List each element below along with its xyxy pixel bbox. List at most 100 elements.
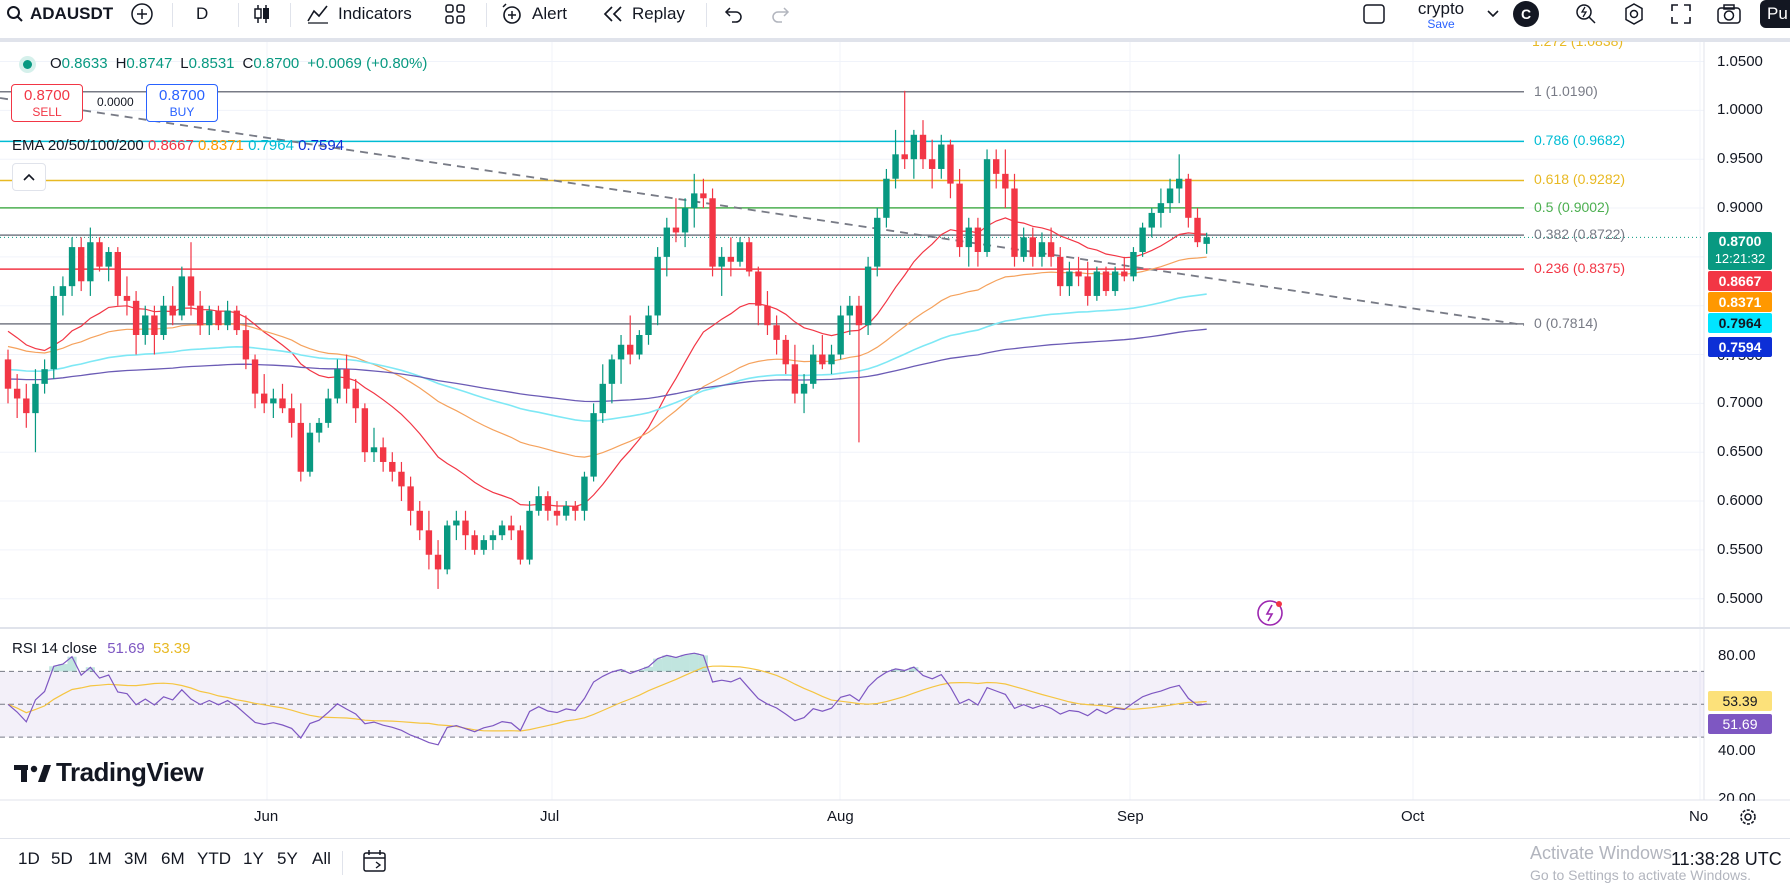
candle[interactable]: [1139, 222, 1146, 257]
candle[interactable]: [663, 217, 670, 277]
candle[interactable]: [206, 305, 213, 335]
candle[interactable]: [315, 418, 323, 443]
candle[interactable]: [105, 247, 112, 282]
candle[interactable]: [334, 359, 341, 404]
redo-button[interactable]: [770, 0, 792, 28]
candle[interactable]: [270, 388, 277, 419]
candle[interactable]: [68, 237, 76, 296]
candle[interactable]: [169, 286, 176, 326]
interval-button[interactable]: D: [196, 0, 208, 28]
candle[interactable]: [1084, 261, 1091, 306]
candle[interactable]: [636, 330, 643, 360]
candle[interactable]: [160, 295, 167, 340]
candle[interactable]: [407, 476, 414, 526]
candle[interactable]: [928, 139, 936, 189]
candle[interactable]: [947, 139, 954, 199]
candle[interactable]: [764, 291, 771, 335]
candle[interactable]: [590, 403, 597, 482]
range-button-5y[interactable]: 5Y: [277, 849, 298, 868]
candle[interactable]: [151, 305, 158, 355]
candle[interactable]: [581, 471, 588, 521]
settings-button[interactable]: [1622, 0, 1646, 28]
buy-button[interactable]: 0.8700 BUY: [146, 84, 218, 122]
candle[interactable]: [471, 530, 478, 555]
candle[interactable]: [736, 237, 744, 267]
candle[interactable]: [187, 242, 195, 316]
candle[interactable]: [855, 295, 863, 443]
candle[interactable]: [398, 461, 405, 502]
candle[interactable]: [23, 383, 30, 428]
candle[interactable]: [672, 198, 680, 243]
candle[interactable]: [389, 452, 396, 482]
alert-lightning-button[interactable]: [1257, 598, 1285, 626]
axis-settings-button[interactable]: [1738, 807, 1758, 832]
candle[interactable]: [562, 501, 570, 521]
candle[interactable]: [910, 129, 918, 179]
range-button-1y[interactable]: 1Y: [243, 849, 264, 868]
layout-dropdown-button[interactable]: [1486, 0, 1500, 28]
candle[interactable]: [1166, 178, 1174, 213]
candle[interactable]: [1148, 208, 1155, 238]
candle[interactable]: [251, 354, 259, 409]
candle[interactable]: [819, 335, 826, 370]
candle[interactable]: [288, 393, 295, 438]
rsi-ma-line[interactable]: [7, 665, 1207, 732]
candle[interactable]: [800, 374, 808, 414]
quick-search-button[interactable]: [1574, 0, 1598, 28]
candle[interactable]: [32, 369, 39, 453]
replay-button[interactable]: Replay: [602, 0, 685, 28]
candle[interactable]: [261, 374, 268, 414]
layouts-button[interactable]: [444, 0, 466, 28]
candle[interactable]: [178, 266, 186, 321]
range-button-3m[interactable]: 3M: [124, 849, 148, 868]
tradingview-logo[interactable]: TradingView: [14, 757, 204, 788]
candle[interactable]: [13, 374, 21, 419]
candle[interactable]: [608, 354, 616, 404]
collapse-legend-button[interactable]: [12, 163, 46, 191]
candle[interactable]: [215, 305, 222, 331]
range-button-5d[interactable]: 5D: [51, 849, 73, 868]
candle[interactable]: [517, 525, 524, 565]
candle[interactable]: [782, 335, 789, 375]
indicators-button[interactable]: Indicators: [306, 0, 412, 28]
candle[interactable]: [1038, 232, 1046, 267]
candle[interactable]: [242, 315, 250, 370]
candle[interactable]: [498, 520, 506, 541]
candle[interactable]: [919, 120, 927, 169]
candle[interactable]: [691, 173, 698, 228]
candle[interactable]: [956, 168, 963, 257]
rsi-legend[interactable]: RSI 14 close 51.69 53.39: [12, 640, 190, 657]
candle[interactable]: [462, 510, 469, 550]
candle[interactable]: [1011, 173, 1018, 267]
candle[interactable]: [1102, 266, 1110, 296]
undo-button[interactable]: [722, 0, 744, 28]
candle[interactable]: [306, 422, 314, 477]
candle[interactable]: [544, 491, 552, 521]
candle[interactable]: [617, 335, 625, 384]
candle[interactable]: [553, 501, 561, 526]
candle[interactable]: [87, 227, 94, 296]
candle[interactable]: [874, 208, 881, 277]
publish-button[interactable]: Pu: [1760, 0, 1790, 28]
avatar[interactable]: C: [1513, 1, 1539, 27]
candle[interactable]: [983, 149, 991, 257]
candle[interactable]: [325, 388, 332, 428]
candle[interactable]: [810, 344, 817, 389]
ema-legend[interactable]: EMA 20/50/100/200 0.8667 0.8371 0.7964 0…: [12, 137, 344, 154]
candle[interactable]: [645, 305, 652, 345]
candle[interactable]: [279, 383, 286, 414]
candle[interactable]: [78, 237, 85, 292]
candle[interactable]: [453, 510, 460, 541]
candle[interactable]: [343, 354, 350, 404]
alert-button[interactable]: Alert: [500, 0, 567, 28]
candle[interactable]: [974, 217, 982, 267]
candle[interactable]: [846, 295, 853, 335]
candle[interactable]: [1057, 247, 1064, 296]
ema20-line[interactable]: [7, 217, 1207, 508]
candle[interactable]: [224, 300, 231, 331]
candle[interactable]: [700, 178, 707, 209]
candle[interactable]: [745, 237, 753, 277]
range-button-ytd[interactable]: YTD: [197, 849, 231, 868]
candle[interactable]: [892, 129, 899, 189]
